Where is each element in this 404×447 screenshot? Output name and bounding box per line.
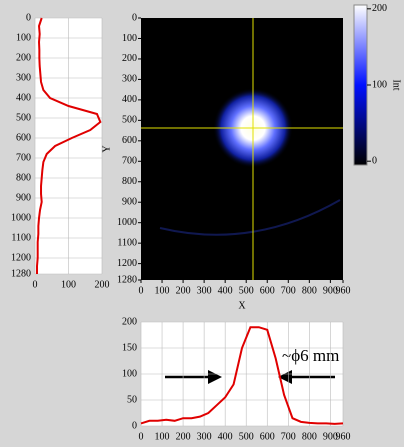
x-tick-label: 900 xyxy=(323,285,338,296)
x-tick-label: 100 xyxy=(61,279,76,290)
x-tick-label: 300 xyxy=(197,431,212,442)
colorbar xyxy=(353,4,368,166)
y-tick-label: 1100 xyxy=(117,237,137,248)
y-tick-label: 800 xyxy=(122,176,137,187)
x-tick-label: 400 xyxy=(218,431,233,442)
x-tick-label: 600 xyxy=(260,431,275,442)
y-tick-label: 400 xyxy=(122,94,137,105)
x-tick-label: 800 xyxy=(302,431,317,442)
x-tick-label: 500 xyxy=(239,285,254,296)
x-tick-label: 400 xyxy=(218,285,233,296)
x-tick-label: 900 xyxy=(323,431,338,442)
x-tick-label: 300 xyxy=(197,285,212,296)
annotation: ~ϕ6 mm xyxy=(282,346,339,365)
x-tick-label: 200 xyxy=(176,431,191,442)
x-tick-label: 200 xyxy=(176,285,191,296)
profile-line xyxy=(36,17,102,274)
x-tick-label: 100 xyxy=(155,431,170,442)
y-tick-label: 500 xyxy=(16,112,31,123)
colorbar-tick-label: 0 xyxy=(372,155,377,166)
y-tick-label: 800 xyxy=(16,172,31,183)
faint-ring xyxy=(159,199,341,236)
y-tick-label: 700 xyxy=(16,152,31,163)
x-tick-label: 0 xyxy=(139,431,144,442)
x-axis-label: X xyxy=(238,300,246,311)
y-tick-label: 0 xyxy=(26,12,31,23)
y-tick-label: 900 xyxy=(16,192,31,203)
y-tick-label: 500 xyxy=(122,115,137,126)
y-tick-label: 900 xyxy=(122,197,137,208)
x-tick-label: 0 xyxy=(33,279,38,290)
y-tick-label: 700 xyxy=(122,156,137,167)
y-tick-label: 200 xyxy=(122,53,137,64)
y-tick-label: 200 xyxy=(122,316,137,327)
y-tick-label: 150 xyxy=(122,342,137,353)
y-tick-label: 1000 xyxy=(11,212,31,223)
profile-line xyxy=(140,326,344,425)
y-tick-label: 100 xyxy=(122,33,137,44)
y-tick-label: 0 xyxy=(132,12,137,23)
y-tick-label: 1200 xyxy=(117,258,137,269)
y-axis-label: Y xyxy=(101,145,112,152)
y-tick-label: 1200 xyxy=(11,252,31,263)
x-tick-label: 500 xyxy=(239,431,254,442)
y-tick-label: 1280 xyxy=(11,268,31,279)
y-tick-label: 0 xyxy=(132,420,137,431)
y-tick-label: 100 xyxy=(16,32,31,43)
y-tick-label: 600 xyxy=(16,132,31,143)
x-tick-label: 960 xyxy=(336,285,351,296)
y-tick-label: 200 xyxy=(16,52,31,63)
colorbar-tick-label: 200 xyxy=(372,3,387,14)
x-tick-label: 960 xyxy=(336,431,351,442)
x-tick-label: 600 xyxy=(260,285,275,296)
y-tick-label: 100 xyxy=(122,368,137,379)
y-tick-label: 1000 xyxy=(117,217,137,228)
x-tick-label: 700 xyxy=(281,285,296,296)
y-tick-label: 600 xyxy=(122,135,137,146)
y-tick-label: 300 xyxy=(122,74,137,85)
y-tick-label: 50 xyxy=(127,394,137,405)
x-tick-label: 0 xyxy=(139,285,144,296)
x-tick-label: 100 xyxy=(155,285,170,296)
y-tick-label: 400 xyxy=(16,92,31,103)
colorbar-label: Int xyxy=(391,79,402,90)
colorbar-tick-label: 100 xyxy=(372,79,387,90)
y-tick-label: 300 xyxy=(16,72,31,83)
x-tick-label: 200 xyxy=(95,279,110,290)
y-tick-label: 1100 xyxy=(11,232,31,243)
x-tick-label: 800 xyxy=(302,285,317,296)
x-tick-label: 700 xyxy=(281,431,296,442)
y-tick-label: 1280 xyxy=(117,274,137,285)
